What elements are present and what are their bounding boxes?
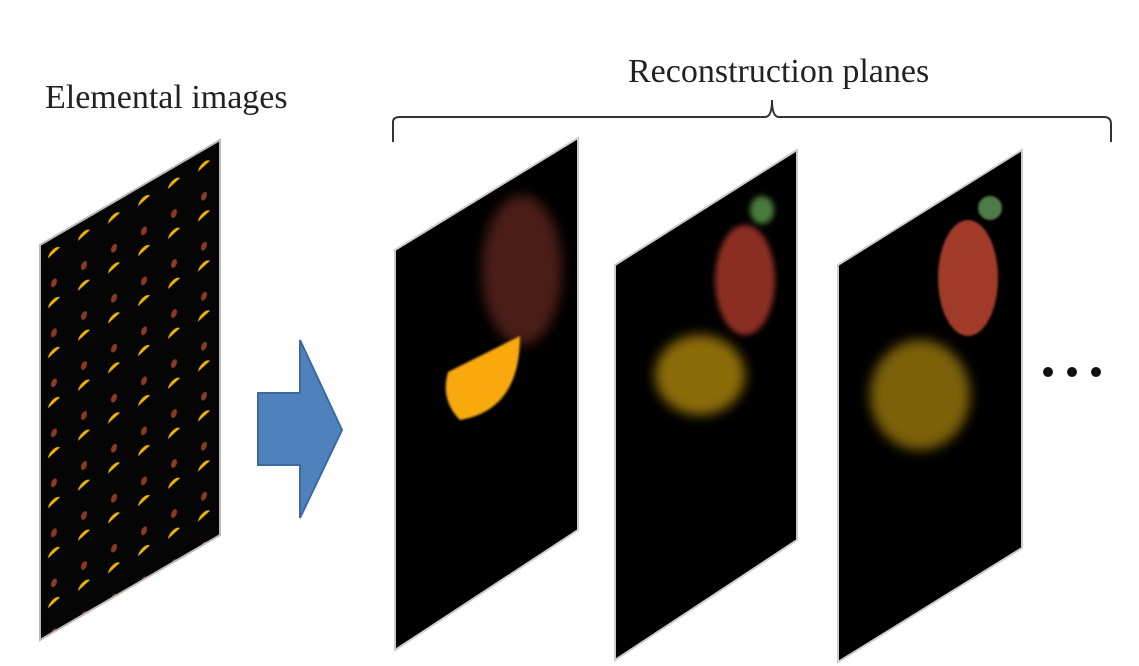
- elemental-label: Elemental images: [45, 79, 288, 116]
- reconstruction-plane: [838, 150, 1022, 662]
- reconstruction-plane: [615, 150, 797, 660]
- reconstruction-plane: [395, 138, 578, 650]
- reconstruction-label: Reconstruction planes: [628, 53, 929, 90]
- brace: [393, 100, 1111, 142]
- ellipsis: [1043, 367, 1101, 377]
- diagram: Elemental images Reconstruction planes: [0, 0, 1139, 666]
- arrow: [258, 340, 342, 518]
- elemental-images-panel: [40, 140, 220, 640]
